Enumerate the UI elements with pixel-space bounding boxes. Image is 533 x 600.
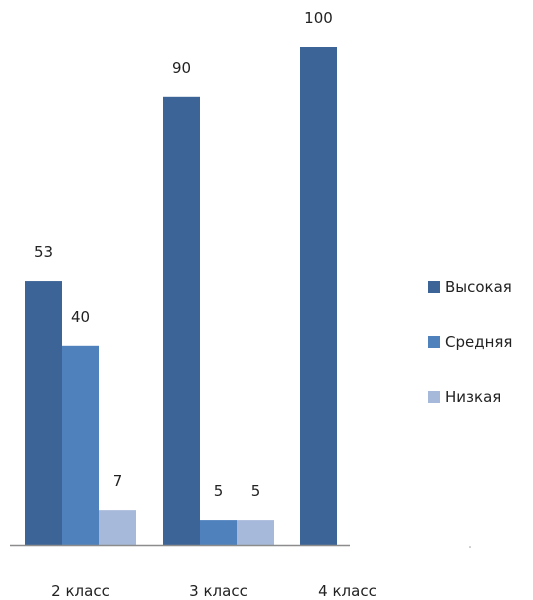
- category-label-1: 3 класс: [189, 582, 248, 600]
- bar-1-0: [62, 345, 99, 545]
- legend-label-2: Низкая: [445, 388, 501, 406]
- data-label-0-2: 100: [304, 9, 333, 27]
- legend-label-1: Средняя: [445, 333, 512, 351]
- legend-swatch-1: [428, 336, 440, 348]
- legend-swatch-2: [428, 391, 440, 403]
- bars-group: [25, 47, 337, 546]
- data-label-1-1: 5: [214, 482, 224, 500]
- category-labels-group: 2 класс 3 класс 4 класс: [51, 582, 377, 600]
- data-label-0-0: 53: [34, 243, 53, 261]
- category-label-2: 4 класс: [318, 582, 377, 600]
- bar-2-1: [237, 520, 274, 545]
- data-label-2-0: 7: [113, 472, 123, 490]
- data-label-2-1: 5: [251, 482, 261, 500]
- value-labels-group: 53 40 7 90 5 5 100: [34, 9, 333, 500]
- legend: Высокая Средняя Низкая: [428, 278, 512, 406]
- bar-0-0: [25, 281, 62, 545]
- bar-2-0: [99, 510, 136, 545]
- legend-label-0: Высокая: [445, 278, 512, 296]
- bar-0-1: [163, 96, 200, 546]
- legend-swatch-0: [428, 281, 440, 293]
- stray-dot: [469, 546, 471, 548]
- bar-1-1: [200, 520, 237, 545]
- bar-0-2: [300, 47, 337, 545]
- category-label-0: 2 класс: [51, 582, 110, 600]
- data-label-1-0: 40: [71, 308, 90, 326]
- data-label-0-1: 90: [172, 59, 191, 77]
